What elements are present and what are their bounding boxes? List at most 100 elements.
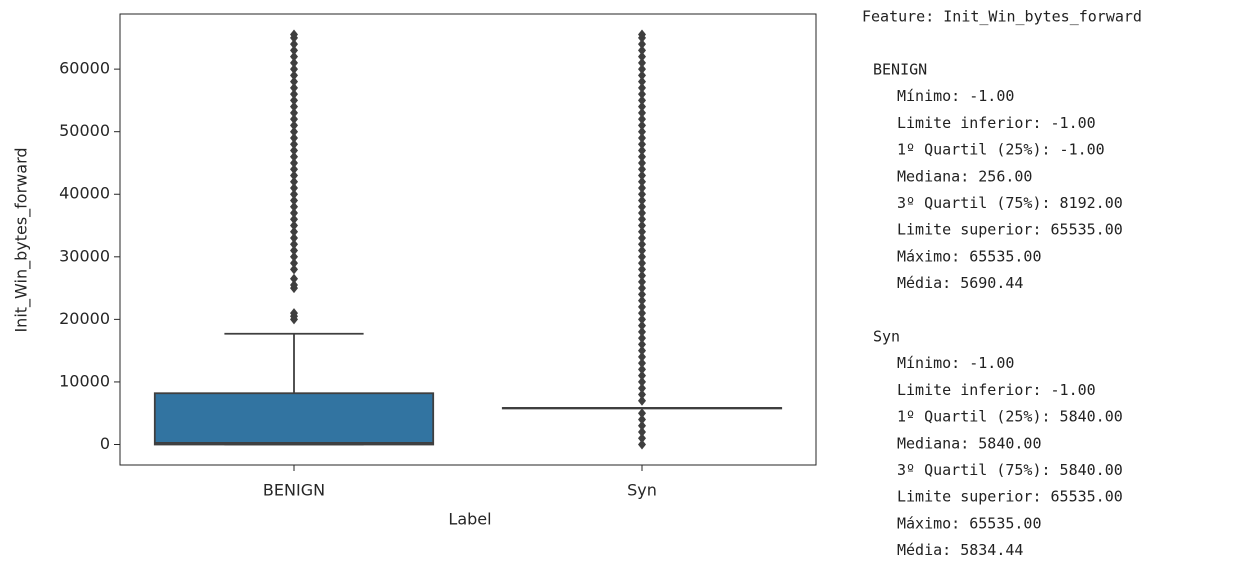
outlier	[638, 64, 646, 75]
outlier	[290, 64, 298, 75]
outlier	[638, 139, 646, 150]
outlier	[638, 70, 646, 81]
outlier	[290, 101, 298, 112]
outlier	[638, 89, 646, 100]
outlier	[290, 182, 298, 193]
feature-line: Feature: Init_Win_bytes_forward	[862, 8, 1142, 26]
outlier	[638, 201, 646, 212]
y-tick-label: 10000	[59, 371, 110, 390]
stat-line: Mediana: 256.00	[897, 167, 1032, 185]
outlier	[290, 195, 298, 206]
outlier	[638, 258, 646, 269]
outlier	[290, 95, 298, 106]
outlier	[290, 70, 298, 81]
stat-line: Limite inferior: -1.00	[897, 114, 1096, 132]
stat-line: 3º Quartil (75%): 8192.00	[897, 194, 1123, 212]
outlier	[638, 251, 646, 262]
y-tick-label: 20000	[59, 309, 110, 328]
stat-line: Mediana: 5840.00	[897, 434, 1042, 452]
outlier	[290, 258, 298, 269]
outlier	[638, 195, 646, 206]
outlier	[638, 276, 646, 287]
outlier	[638, 145, 646, 156]
outlier	[290, 89, 298, 100]
outlier	[638, 107, 646, 118]
outlier	[638, 314, 646, 325]
outlier	[290, 157, 298, 168]
outlier	[638, 95, 646, 106]
outlier	[290, 308, 298, 319]
group-name: BENIGN	[873, 61, 927, 79]
stat-line: Média: 5834.44	[897, 541, 1023, 559]
stat-line: Mínimo: -1.00	[897, 87, 1014, 105]
outlier	[290, 201, 298, 212]
outlier	[638, 233, 646, 244]
outlier	[290, 51, 298, 62]
y-tick-label: 0	[100, 434, 110, 453]
y-axis-label: Init_Win_bytes_forward	[12, 147, 32, 332]
outlier	[638, 57, 646, 68]
outlier	[638, 420, 646, 431]
outlier	[290, 170, 298, 181]
outlier	[290, 114, 298, 125]
outlier	[638, 164, 646, 175]
outlier	[290, 233, 298, 244]
outlier	[290, 176, 298, 187]
outlier	[638, 82, 646, 93]
outlier	[638, 245, 646, 256]
outlier	[638, 170, 646, 181]
outlier	[638, 320, 646, 331]
outlier	[290, 208, 298, 219]
y-tick-label: 60000	[59, 59, 110, 78]
outlier	[290, 164, 298, 175]
outlier	[638, 132, 646, 143]
outlier	[638, 239, 646, 250]
stat-line: Limite inferior: -1.00	[897, 381, 1096, 399]
y-tick-label: 40000	[59, 184, 110, 203]
outlier	[638, 176, 646, 187]
outlier	[638, 220, 646, 231]
outlier	[290, 29, 298, 40]
outlier	[638, 295, 646, 306]
stat-line: 3º Quartil (75%): 5840.00	[897, 461, 1123, 479]
outlier	[290, 264, 298, 275]
outlier	[638, 389, 646, 400]
outlier	[638, 51, 646, 62]
outlier	[638, 433, 646, 444]
stat-line: Máximo: 65535.00	[897, 514, 1042, 532]
y-tick-label: 50000	[59, 121, 110, 140]
outlier	[290, 279, 298, 290]
plot-frame	[119, 13, 817, 466]
outlier	[638, 157, 646, 168]
outlier	[290, 132, 298, 143]
outlier	[638, 395, 646, 406]
outlier	[290, 245, 298, 256]
outlier	[638, 270, 646, 281]
outlier	[290, 239, 298, 250]
outlier	[638, 376, 646, 387]
outlier	[638, 120, 646, 131]
outlier	[638, 426, 646, 437]
outlier	[638, 151, 646, 162]
outlier	[290, 82, 298, 93]
outlier	[638, 76, 646, 87]
outlier	[638, 29, 646, 40]
outlier	[638, 339, 646, 350]
stat-line: 1º Quartil (25%): 5840.00	[897, 408, 1123, 426]
group-name: Syn	[873, 328, 900, 346]
outlier	[290, 139, 298, 150]
outlier	[638, 39, 646, 50]
outlier	[638, 189, 646, 200]
outlier	[638, 351, 646, 362]
stat-line: Máximo: 65535.00	[897, 247, 1042, 265]
outlier	[638, 289, 646, 300]
outlier	[638, 283, 646, 294]
outlier	[290, 57, 298, 68]
stat-line: 1º Quartil (25%): -1.00	[897, 141, 1105, 159]
y-tick-label: 30000	[59, 246, 110, 265]
outlier	[638, 45, 646, 56]
outlier	[638, 408, 646, 419]
stat-line: Mínimo: -1.00	[897, 354, 1014, 372]
stat-line: Média: 5690.44	[897, 274, 1023, 292]
